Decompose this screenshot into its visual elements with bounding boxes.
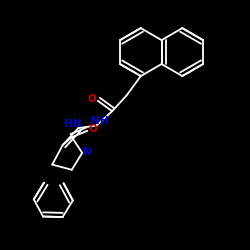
Text: N: N	[82, 146, 91, 156]
Text: NH: NH	[91, 116, 108, 126]
Text: O: O	[89, 124, 98, 134]
Text: HN: HN	[64, 119, 81, 129]
Text: O: O	[88, 94, 96, 104]
